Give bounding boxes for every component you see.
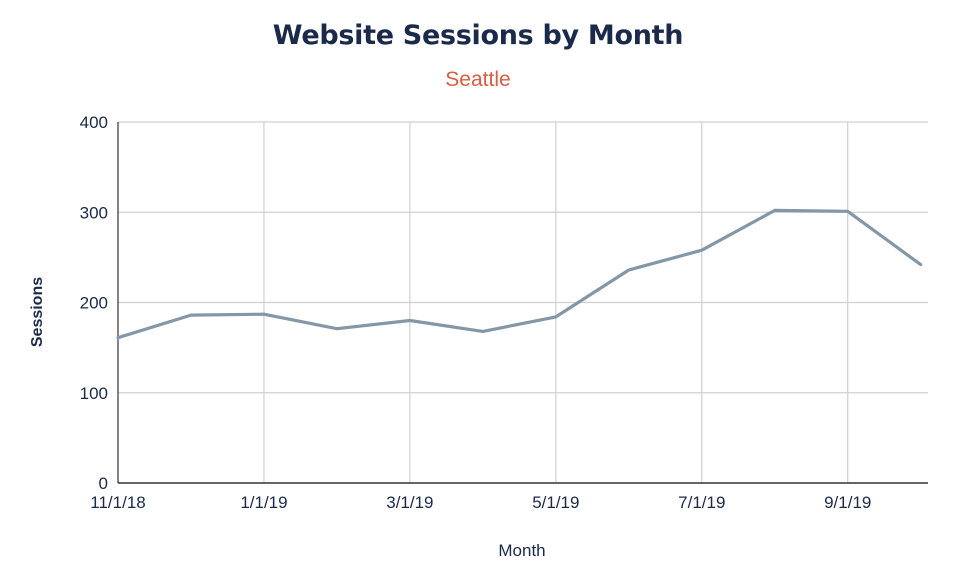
x-tick-label: 9/1/19	[824, 493, 871, 512]
x-tick-label: 7/1/19	[678, 493, 725, 512]
x-tick-label: 5/1/19	[532, 493, 579, 512]
y-tick-label: 100	[80, 384, 108, 403]
x-tick-label: 1/1/19	[240, 493, 287, 512]
chart-subtitle: Seattle	[445, 68, 511, 91]
y-tick-label: 300	[80, 203, 108, 222]
y-tick-label: 200	[80, 294, 108, 313]
y-tick-labels: 0 100 200 300 400	[80, 113, 108, 493]
x-axis-title: Month	[498, 541, 545, 560]
y-axis-title: Sessions	[29, 277, 46, 347]
x-tick-label: 3/1/19	[386, 493, 433, 512]
y-tick-label: 400	[80, 113, 108, 132]
grid-lines	[118, 121, 928, 483]
chart-title: Website Sessions by Month	[272, 20, 684, 51]
y-tick-label: 0	[99, 474, 108, 493]
x-tick-labels: 11/1/18 1/1/19 3/1/19 5/1/19 7/1/19 9/1/19	[90, 493, 871, 512]
x-tick-label: 11/1/18	[90, 493, 145, 512]
axes	[117, 122, 928, 484]
series-lines	[116, 208, 923, 340]
series-line	[116, 208, 923, 340]
